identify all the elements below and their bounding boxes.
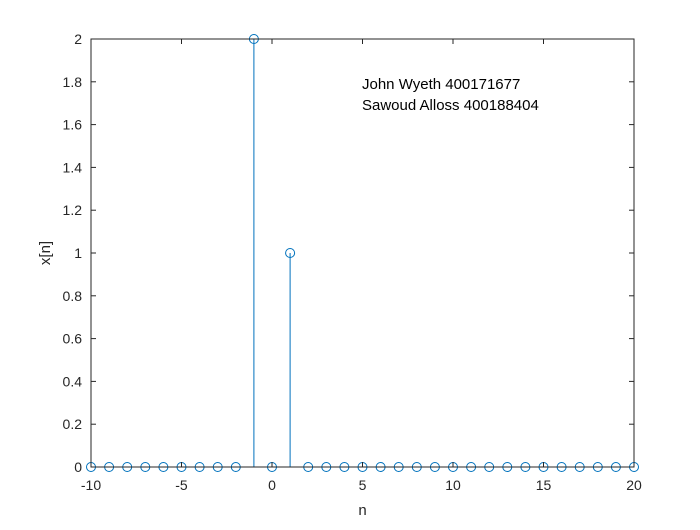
y-tick-label: 0.6 bbox=[63, 331, 83, 347]
y-tick-label: 1.4 bbox=[63, 159, 83, 175]
stem-marker bbox=[285, 248, 296, 258]
y-tick-label: 1.2 bbox=[63, 202, 83, 218]
x-tick-label: 15 bbox=[536, 477, 552, 493]
y-tick-label: 0.8 bbox=[63, 288, 83, 304]
x-tick-label: 5 bbox=[359, 477, 367, 493]
y-tick-label: 1 bbox=[74, 245, 82, 261]
x-ticks: -10 -5 0 5 10 15 20 bbox=[81, 39, 642, 493]
y-tick-label: 0.4 bbox=[63, 373, 83, 389]
x-tick-label: 20 bbox=[626, 477, 642, 493]
y-tick-label: 0 bbox=[74, 459, 82, 475]
y-tick-label: 0.2 bbox=[63, 416, 83, 432]
stems-layer bbox=[253, 39, 291, 467]
x-tick-label: -10 bbox=[81, 477, 101, 493]
x-tick-label: 0 bbox=[268, 477, 276, 493]
x-axis-label: n bbox=[358, 502, 366, 519]
annotation-line-1: John Wyeth 400171677 bbox=[362, 76, 520, 93]
y-tick-label: 1.6 bbox=[63, 117, 83, 133]
x-tick-label: 10 bbox=[445, 477, 461, 493]
x-tick-label: -5 bbox=[175, 477, 188, 493]
y-ticks: 0 0.2 0.4 0.6 0.8 1 1.2 1.4 1.6 1.8 2 bbox=[63, 31, 634, 475]
y-axis-label: x[n] bbox=[37, 241, 54, 265]
y-tick-label: 2 bbox=[74, 31, 82, 47]
plot-area bbox=[91, 39, 634, 467]
y-tick-label: 1.8 bbox=[63, 74, 83, 90]
annotation-line-2: Sawoud Alloss 400188404 bbox=[362, 97, 539, 114]
